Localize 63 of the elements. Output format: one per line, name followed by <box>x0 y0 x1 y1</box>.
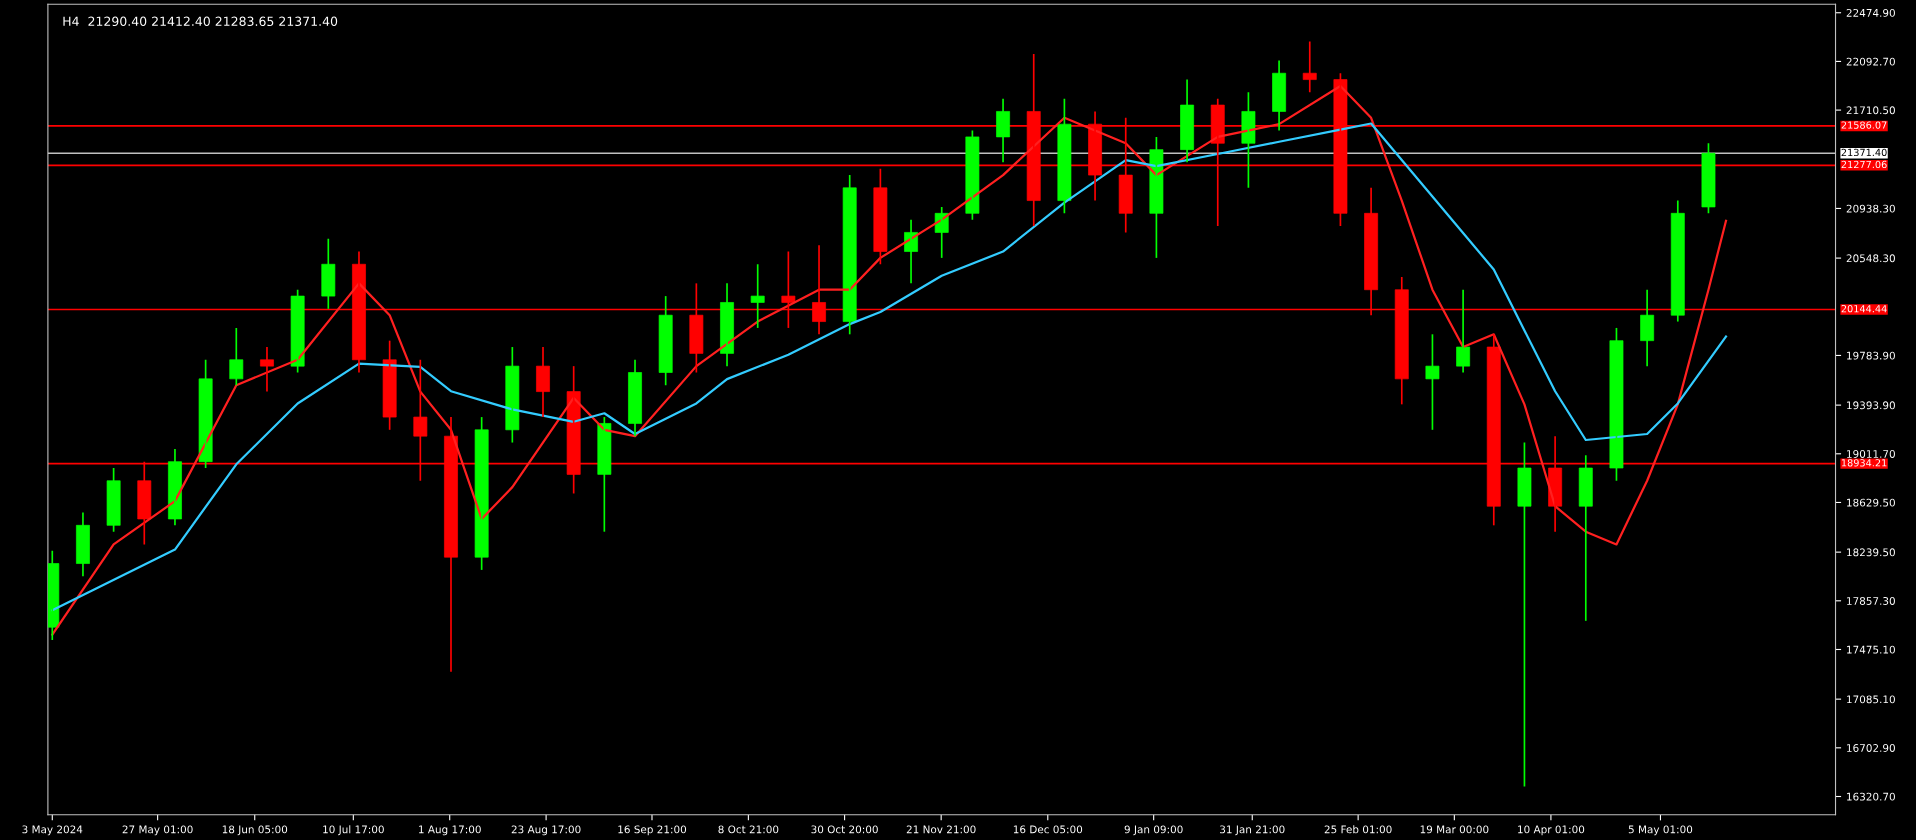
candlestick <box>321 237 336 310</box>
ref-line-label: 21586.07 <box>1841 121 1887 129</box>
y-tick-label: 17475.10 <box>1847 645 1895 654</box>
candlestick <box>474 416 489 571</box>
candlestick <box>290 288 305 374</box>
x-tick-label: 23 Aug 17:00 <box>511 825 581 836</box>
candlestick <box>1701 142 1716 215</box>
y-tick-label: 22092.70 <box>1846 57 1895 66</box>
candlestick <box>965 129 980 221</box>
y-tick-label: 19783.90 <box>1847 351 1895 360</box>
y-tick-label: 20548.30 <box>1846 254 1895 263</box>
x-tick-label: 10 Jul 17:00 <box>323 825 384 836</box>
x-tick-label: 16 Dec 05:00 <box>1013 825 1083 834</box>
candlestick <box>1517 441 1532 788</box>
y-tick-label: 19393.90 <box>1847 401 1895 410</box>
candlestick <box>750 263 765 329</box>
x-tick-label: 21 Nov 21:00 <box>906 825 976 834</box>
x-tick-label: 5 May 01:00 <box>1628 825 1693 836</box>
y-tick-label: 19011.70 <box>1847 450 1895 458</box>
ref-line-label: 21277.06 <box>1841 160 1887 169</box>
y-tick-label: 21710.50 <box>1846 106 1895 115</box>
candlestick <box>996 97 1010 164</box>
ref-line-label: 20144.44 <box>1841 305 1887 313</box>
x-tick-label: 19 Mar 00:00 <box>1420 825 1489 834</box>
x-tick-label: 27 May 01:00 <box>122 825 193 836</box>
ref-line-label: 18934.21 <box>1841 459 1887 467</box>
ref-line-label: 21371.40 <box>1841 148 1887 157</box>
x-tick-label: 25 Feb 01:00 <box>1324 825 1392 834</box>
candlestick <box>260 346 274 393</box>
candlestick <box>658 295 673 387</box>
candlestick <box>1149 136 1164 259</box>
candlestick <box>198 358 213 469</box>
x-tick-label: 8 Oct 21:00 <box>718 825 779 834</box>
candlestick <box>597 416 612 533</box>
x-tick-label: 16 Sep 21:00 <box>618 825 687 836</box>
candlestick <box>536 346 550 418</box>
y-tick-label: 20938.30 <box>1846 204 1895 213</box>
x-tick-label: 31 Jan 21:00 <box>1220 825 1285 836</box>
y-tick-label: 17857.30 <box>1847 597 1895 605</box>
y-tick-label: 22474.90 <box>1846 8 1895 17</box>
y-tick-label: 18239.50 <box>1847 548 1895 557</box>
candlestick <box>873 167 888 266</box>
candlestick <box>229 327 244 387</box>
candlestick <box>382 339 397 431</box>
x-tick-label: 10 Apr 01:00 <box>1518 825 1585 836</box>
candlestick <box>1057 97 1072 215</box>
y-tick-label: 16702.90 <box>1847 744 1895 752</box>
x-tick-label: 1 Aug 17:00 <box>419 825 481 836</box>
text: H4 21290.40 21412.40 21283.65 21371.40 <box>63 16 338 27</box>
y-tick-label: 18629.50 <box>1847 498 1895 507</box>
x-tick-label: 9 Jan 09:00 <box>1124 825 1183 836</box>
candlestick <box>1425 333 1440 431</box>
candlestick <box>1456 288 1471 374</box>
x-tick-label: 30 Oct 20:00 <box>811 825 878 834</box>
x-tick-label: 3 May 2024 <box>22 825 83 836</box>
candlestick <box>1609 327 1624 482</box>
candlestick <box>842 174 857 336</box>
candlestick <box>1241 91 1256 189</box>
candlestick <box>505 346 520 444</box>
y-tick-label: 17085.10 <box>1847 695 1895 704</box>
x-tick-label: 18 Jun 05:00 <box>222 825 288 836</box>
y-tick-label: 16320.70 <box>1847 792 1895 801</box>
candlestick <box>106 467 121 533</box>
